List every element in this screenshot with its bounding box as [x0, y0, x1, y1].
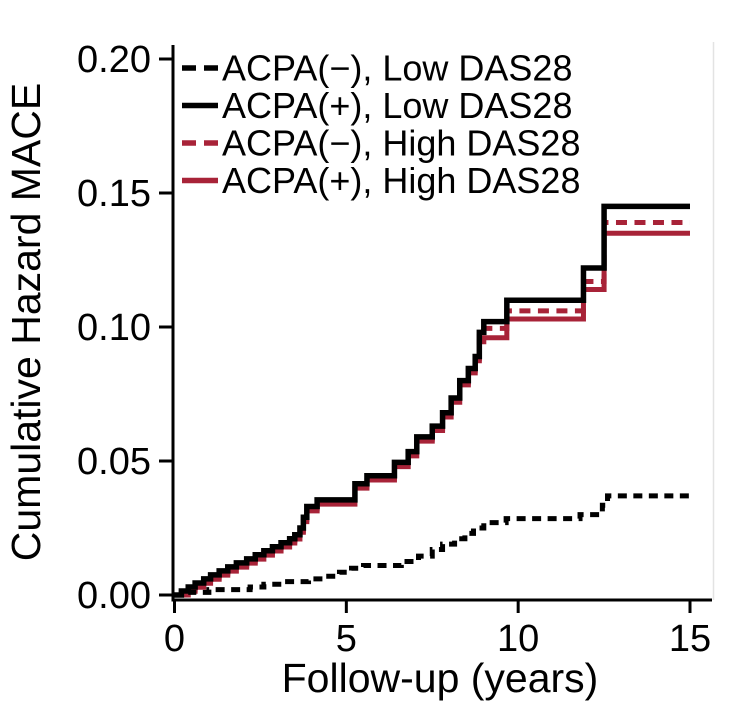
y-tick-label: 0.05 [77, 441, 151, 483]
legend-label: ACPA(−), Low DAS28 [222, 48, 572, 89]
series-curve-1 [174, 493, 690, 598]
x-tick-label: 0 [164, 618, 185, 660]
y-tick-label: 0.15 [77, 173, 151, 215]
series-curve-2 [174, 203, 690, 598]
legend-label: ACPA(−), High DAS28 [222, 123, 580, 164]
legend-label: ACPA(+), Low DAS28 [222, 85, 572, 126]
y-tick-label: 0.00 [77, 575, 151, 617]
x-tick-label: 15 [669, 618, 711, 660]
y-tick-label: 0.10 [77, 307, 151, 349]
series-lines [174, 203, 690, 598]
series-curve-3 [174, 219, 690, 598]
x-tick-label: 5 [336, 618, 357, 660]
series-curve-4 [174, 230, 690, 598]
axis-tick-labels: 0.00 0.05 0.10 0.15 0.20 0 5 10 15 [77, 39, 711, 660]
x-axis-title: Follow-up (years) [282, 655, 599, 701]
legend-label: ACPA(+), High DAS28 [222, 160, 580, 201]
plot-axes [159, 45, 712, 613]
x-tick-label: 10 [497, 618, 539, 660]
y-axis-title: Cumulative Hazard MACE [3, 83, 49, 562]
y-tick-label: 0.20 [77, 39, 151, 81]
